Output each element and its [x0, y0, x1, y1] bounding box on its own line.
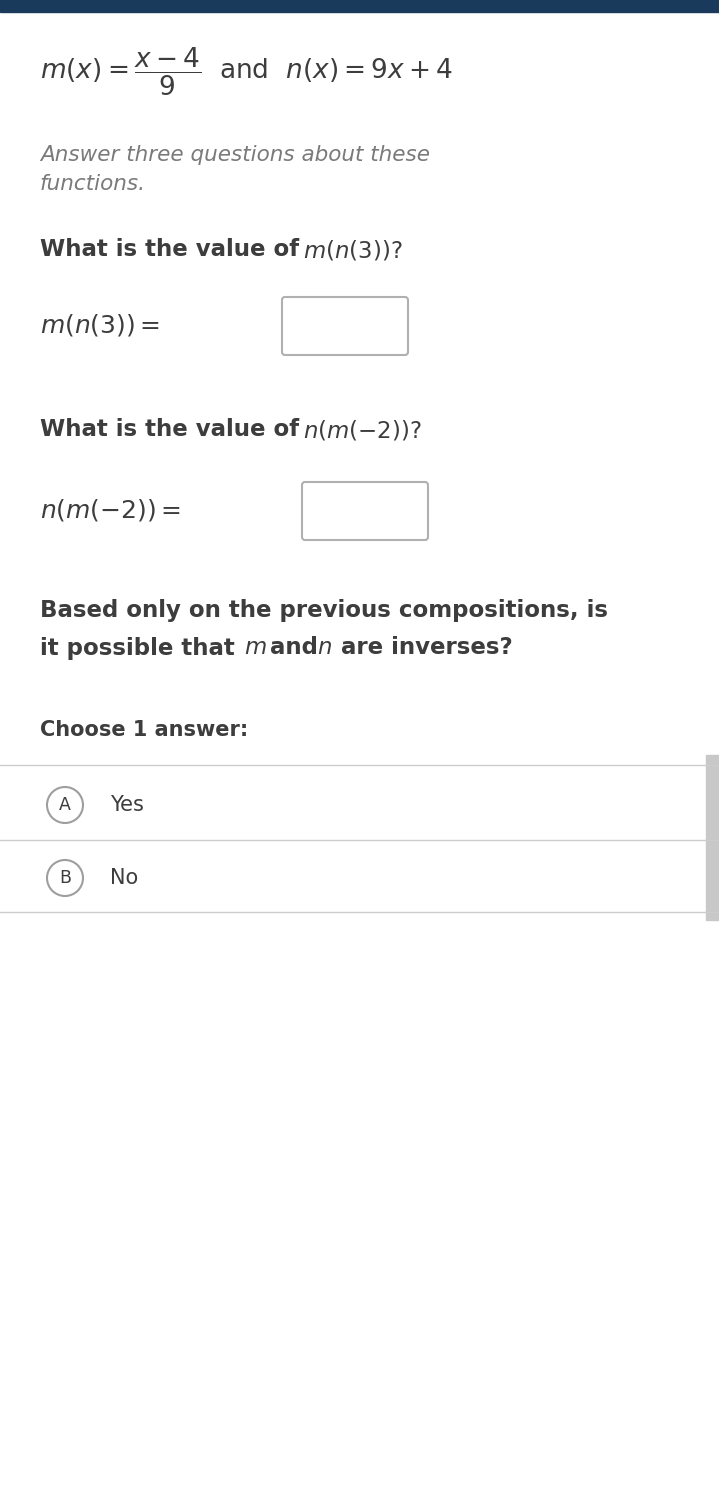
Text: Based only on the previous compositions, is: Based only on the previous compositions,… [40, 598, 608, 621]
Text: $m$: $m$ [244, 636, 267, 659]
FancyBboxPatch shape [282, 298, 408, 355]
Text: What is the value of: What is the value of [40, 419, 307, 441]
Bar [706, 756, 719, 920]
Text: Answer three questions about these
functions.: Answer three questions about these funct… [40, 145, 430, 193]
FancyBboxPatch shape [302, 482, 428, 539]
Text: What is the value of: What is the value of [40, 239, 307, 261]
Text: Yes: Yes [110, 795, 144, 814]
Text: it possible that: it possible that [40, 636, 243, 659]
Text: $m(n(3)) =$: $m(n(3)) =$ [40, 311, 160, 338]
Text: $n(m(-2))$?: $n(m(-2))$? [303, 419, 422, 443]
Text: A: A [59, 796, 71, 814]
Text: No: No [110, 867, 138, 888]
Text: B: B [59, 869, 71, 887]
Text: $n$: $n$ [317, 636, 332, 659]
Text: $m(x) = \dfrac{x - 4}{9}$  and  $n(x) = 9x + 4$: $m(x) = \dfrac{x - 4}{9}$ and $n(x) = 9x… [40, 45, 453, 98]
Text: $n(m(-2)) =$: $n(m(-2)) =$ [40, 497, 181, 523]
Text: $m(n(3))$?: $m(n(3))$? [303, 239, 403, 261]
Text: are inverses?: are inverses? [333, 636, 513, 659]
Bar [0, 0, 719, 12]
Text: Choose 1 answer:: Choose 1 answer: [40, 721, 248, 740]
Text: and: and [262, 636, 326, 659]
